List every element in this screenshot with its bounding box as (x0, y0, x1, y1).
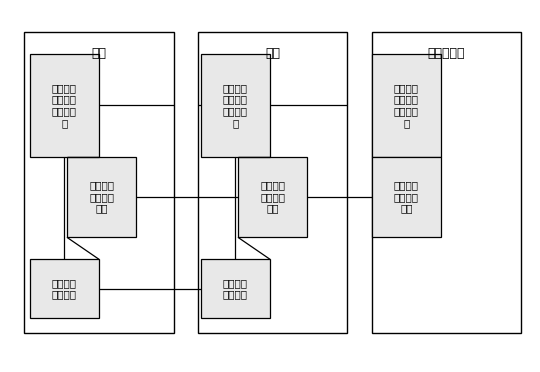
Bar (372, 54, 441, 157)
Bar (30, 259, 99, 318)
Bar (372, 157, 441, 237)
Bar (198, 32, 348, 333)
Text: 第二网络
实体退出
模块: 第二网络 实体退出 模块 (260, 180, 285, 214)
Text: 第二无线
城域网安
全接入模
块: 第二无线 城域网安 全接入模 块 (223, 83, 248, 128)
Bar (238, 157, 307, 237)
Text: 第一业务
通信模块: 第一业务 通信模块 (52, 278, 77, 299)
Bar (30, 54, 99, 157)
Bar (67, 157, 137, 237)
Text: 第二业务
通信模块: 第二业务 通信模块 (223, 278, 248, 299)
Text: 第一网络
实体退出
模块: 第一网络 实体退出 模块 (89, 180, 114, 214)
Text: 基站: 基站 (265, 47, 280, 60)
Bar (200, 54, 270, 157)
Text: 第三网络
实体退出
模块: 第三网络 实体退出 模块 (394, 180, 419, 214)
Text: 终端: 终端 (91, 47, 106, 60)
Text: 第三无线
城域网安
全接入模
块: 第三无线 城域网安 全接入模 块 (394, 83, 419, 128)
Bar (200, 259, 270, 318)
Text: 认证服务器: 认证服务器 (428, 47, 465, 60)
Bar (24, 32, 174, 333)
Bar (372, 32, 521, 333)
Text: 第一无线
城域网安
全接入模
块: 第一无线 城域网安 全接入模 块 (52, 83, 77, 128)
